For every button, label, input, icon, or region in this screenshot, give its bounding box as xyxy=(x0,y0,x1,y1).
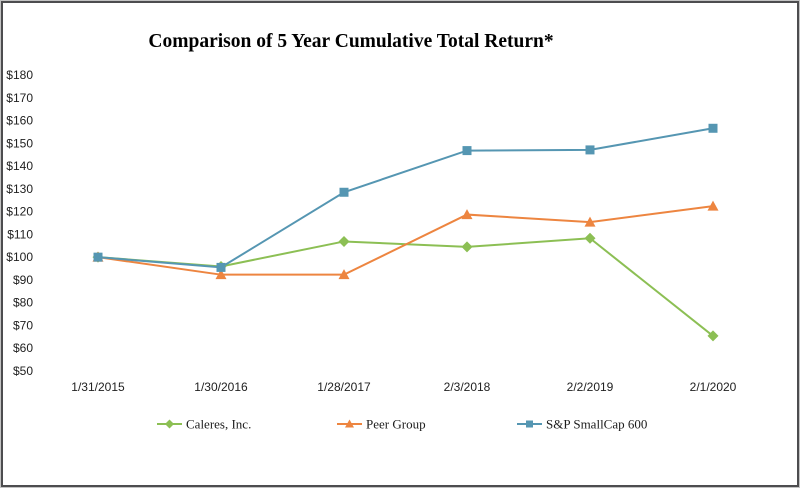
y-axis-tick-label: $100 xyxy=(6,250,33,264)
series-line-peer-group xyxy=(97,205,714,276)
series-marker-s-p-smallcap-600 xyxy=(93,252,103,262)
chart-title: Comparison of 5 Year Cumulative Total Re… xyxy=(148,31,553,52)
series-marker-peer-group xyxy=(215,269,227,280)
series-line-caleres-inc xyxy=(97,237,714,337)
legend-marker-caleres-inc xyxy=(165,419,174,429)
y-axis-tick-label: $150 xyxy=(6,136,33,150)
y-axis-tick-label: $80 xyxy=(13,296,33,310)
y-axis-tick-label: $90 xyxy=(13,273,33,287)
series-marker-peer-group xyxy=(707,200,719,211)
legend-label-s-p-smallcap-600: S&P SmallCap 600 xyxy=(546,417,647,432)
series-marker-s-p-smallcap-600 xyxy=(708,123,718,133)
legend-item-peer-group: Peer Group xyxy=(337,417,426,432)
series-marker-caleres-inc xyxy=(338,235,350,247)
y-axis-tick-label: $160 xyxy=(6,114,33,128)
y-axis-tick-label: $140 xyxy=(6,159,33,173)
x-axis-tick-label: 2/1/2020 xyxy=(690,380,737,394)
series-marker-s-p-smallcap-600 xyxy=(585,145,595,155)
legend-label-caleres-inc: Caleres, Inc. xyxy=(186,417,251,432)
series-marker-caleres-inc xyxy=(707,330,719,342)
x-axis: 1/31/2015 1/30/2016 1/28/2017 2/3/2018 2/2/2… xyxy=(71,380,736,394)
y-axis-tick-label: $130 xyxy=(6,182,33,196)
series-marker-s-p-smallcap-600 xyxy=(339,187,349,197)
series-marker-s-p-smallcap-600 xyxy=(462,146,472,156)
y-axis-tick-label: $170 xyxy=(6,91,33,105)
x-axis-tick-label: 1/30/2016 xyxy=(194,380,248,394)
legend-label-peer-group: Peer Group xyxy=(366,417,426,432)
legend-item-caleres-inc: Caleres, Inc. xyxy=(157,417,251,432)
x-axis-tick-label: 2/3/2018 xyxy=(444,380,491,394)
y-axis-tick-label: $180 xyxy=(6,68,33,82)
y-axis: $180 $170 $160 $150 $140 $130 $120 $110 $100 $90 $… xyxy=(6,68,33,378)
legend: Caleres, Inc. Peer Group S&P SmallCap 600 xyxy=(157,417,647,432)
series-marker-peer-group xyxy=(338,269,350,280)
series-marker-s-p-smallcap-600 xyxy=(216,262,226,272)
series-line-s-p-smallcap-600 xyxy=(97,127,714,269)
y-axis-tick-label: $110 xyxy=(7,227,33,241)
x-axis-tick-label: 1/31/2015 xyxy=(71,380,125,394)
y-axis-tick-label: $50 xyxy=(13,364,33,378)
series-marker-caleres-inc xyxy=(461,241,473,253)
y-axis-tick-label: $60 xyxy=(13,341,33,355)
legend-item-s-p-smallcap-600: S&P SmallCap 600 xyxy=(517,417,647,432)
series-layer xyxy=(92,123,719,342)
y-axis-tick-label: $70 xyxy=(13,318,33,332)
legend-marker-s-p-smallcap-600 xyxy=(526,420,533,428)
x-axis-tick-label: 1/28/2017 xyxy=(317,380,371,394)
series-marker-caleres-inc xyxy=(584,232,596,244)
legend-marker-peer-group xyxy=(345,419,354,428)
series-marker-peer-group xyxy=(461,209,473,220)
x-axis-tick-label: 2/2/2019 xyxy=(567,380,614,394)
series-marker-peer-group xyxy=(584,216,596,227)
y-axis-tick-label: $120 xyxy=(6,205,33,219)
